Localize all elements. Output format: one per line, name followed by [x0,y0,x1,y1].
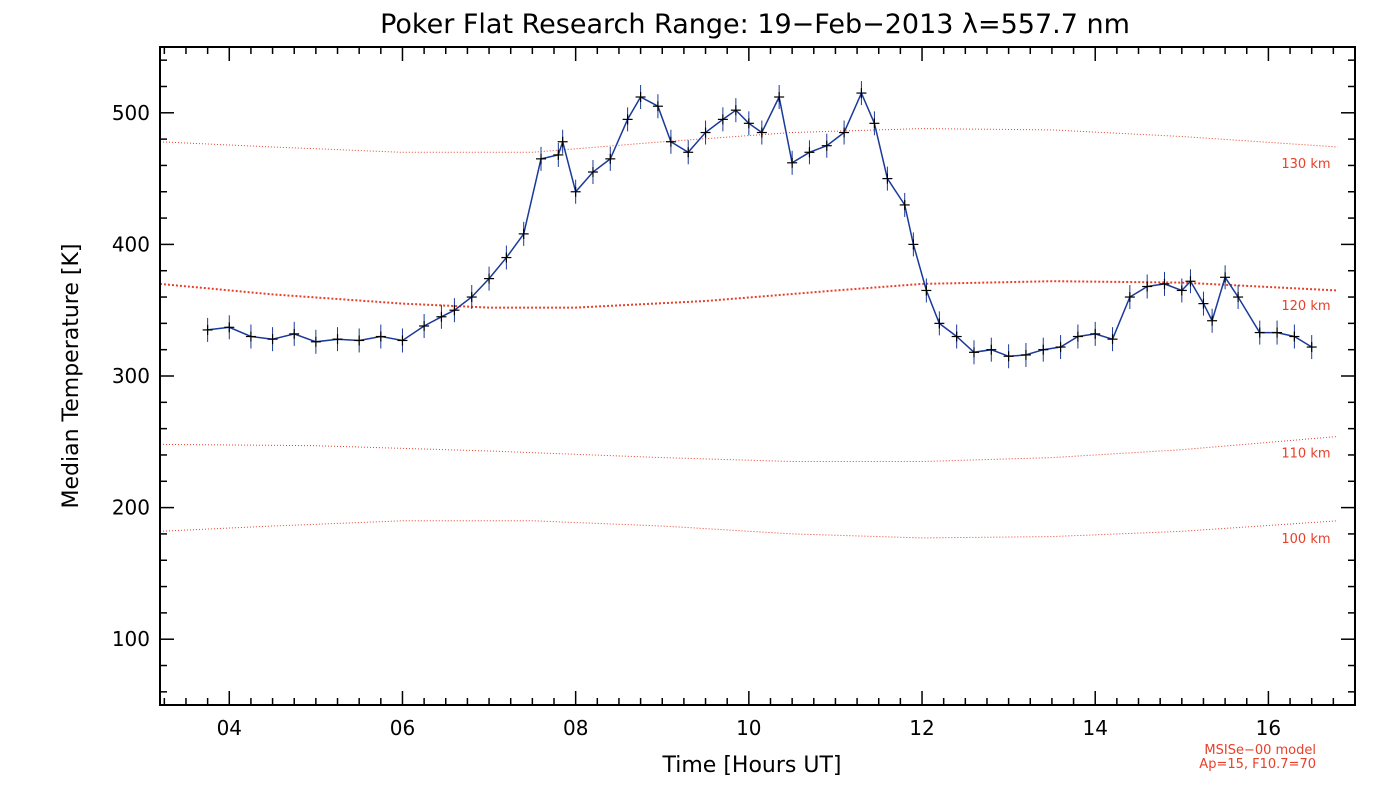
data-point [1207,308,1218,333]
data-point [553,142,564,167]
data-point [934,311,945,336]
data-point [882,166,893,191]
data-point [756,120,767,145]
data-point [536,146,547,171]
x-tick-label: 10 [736,716,761,740]
x-tick-label: 16 [1256,716,1281,740]
model-label-120-km: 120 km [1281,299,1330,314]
model-note-line-1: MSISe−00 model [1204,743,1316,758]
data-point [804,140,815,165]
model-curve-100-km [159,520,1338,539]
data-point [1272,320,1283,345]
data-point [1176,278,1187,303]
data-point [1185,269,1196,294]
data-point [683,140,694,165]
x-tick-label: 14 [1082,716,1107,740]
model-label-130-km: 130 km [1281,157,1330,172]
data-point [1003,344,1014,369]
data-point [635,85,646,110]
x-tick-label: 08 [563,716,588,740]
series-line [207,91,1313,358]
data-point [839,120,850,145]
data-point [466,285,477,310]
data-point [587,160,598,185]
x-axis-label: Time [Hours UT] [662,753,842,778]
data-point [921,278,932,303]
data-point [1072,324,1083,349]
data-point [419,313,430,338]
data-point [1107,327,1118,352]
y-tick-label: 100 [112,627,150,651]
data-point [1289,324,1300,349]
x-tick-label: 04 [217,716,242,740]
data-point [622,107,633,132]
data-point [743,111,754,136]
data-point [1124,285,1135,310]
data-point [224,315,235,340]
data-point [774,85,785,110]
data-point [821,133,832,158]
model-curve-130-km [159,128,1338,153]
data-point [484,266,495,291]
data-point [289,321,300,346]
data-point [397,328,408,353]
data-point [700,120,711,145]
x-tick-label: 12 [909,716,934,740]
data-point [570,179,581,204]
axis-ticks: 04 06 08 10 12 14 16 100 200 300 400 500 [112,47,1356,740]
data-point [267,327,278,352]
data-point [1090,321,1101,346]
plot-frame [159,46,1356,706]
data-point [968,340,979,365]
data-point [375,324,386,349]
data-point [1306,335,1317,360]
data-point [332,327,343,352]
data-point [1233,285,1244,310]
data-point [665,129,676,154]
data-point [986,337,997,362]
data-point [245,324,256,349]
data-point [951,324,962,349]
data-point [856,81,867,106]
data-point [449,298,460,323]
model-label-110-km: 110 km [1281,447,1330,462]
data-point [557,129,568,154]
data-point [717,107,728,132]
data-point [787,150,798,175]
data-point [1038,337,1049,362]
data-point [605,146,616,171]
data-point [730,98,741,123]
y-axis-label: Median Temperature [K] [59,244,84,509]
data-point [1198,291,1209,316]
y-tick-label: 400 [112,232,150,256]
data-point [202,317,213,342]
data-point [1254,320,1265,345]
data-point [1159,271,1170,296]
data-point [501,245,512,270]
data-point [436,304,447,329]
data-point [652,94,663,119]
x-tick-label: 06 [390,716,415,740]
data-point [518,221,529,246]
chart-title: Poker Flat Research Range: 19−Feb−2013 λ… [380,9,1130,40]
y-tick-label: 300 [112,364,150,388]
model-curve-110-km [159,436,1338,462]
model-curves: 130 km 120 km 110 km 100 km [159,128,1338,547]
data-point [310,329,321,354]
data-point [354,328,365,353]
model-curve-120-km [159,280,1338,309]
data-point [1220,265,1231,290]
data-point [899,192,910,217]
data-point [1142,274,1153,299]
data-point [1020,342,1031,367]
model-note-line-2: Ap=15, F10.7=70 [1199,757,1316,772]
data-point [1055,335,1066,360]
y-tick-label: 200 [112,496,150,520]
data-point [908,232,919,257]
data-point [869,111,880,136]
temperature-series [202,81,1317,369]
model-label-100-km: 100 km [1281,532,1330,547]
y-tick-label: 500 [112,101,150,125]
